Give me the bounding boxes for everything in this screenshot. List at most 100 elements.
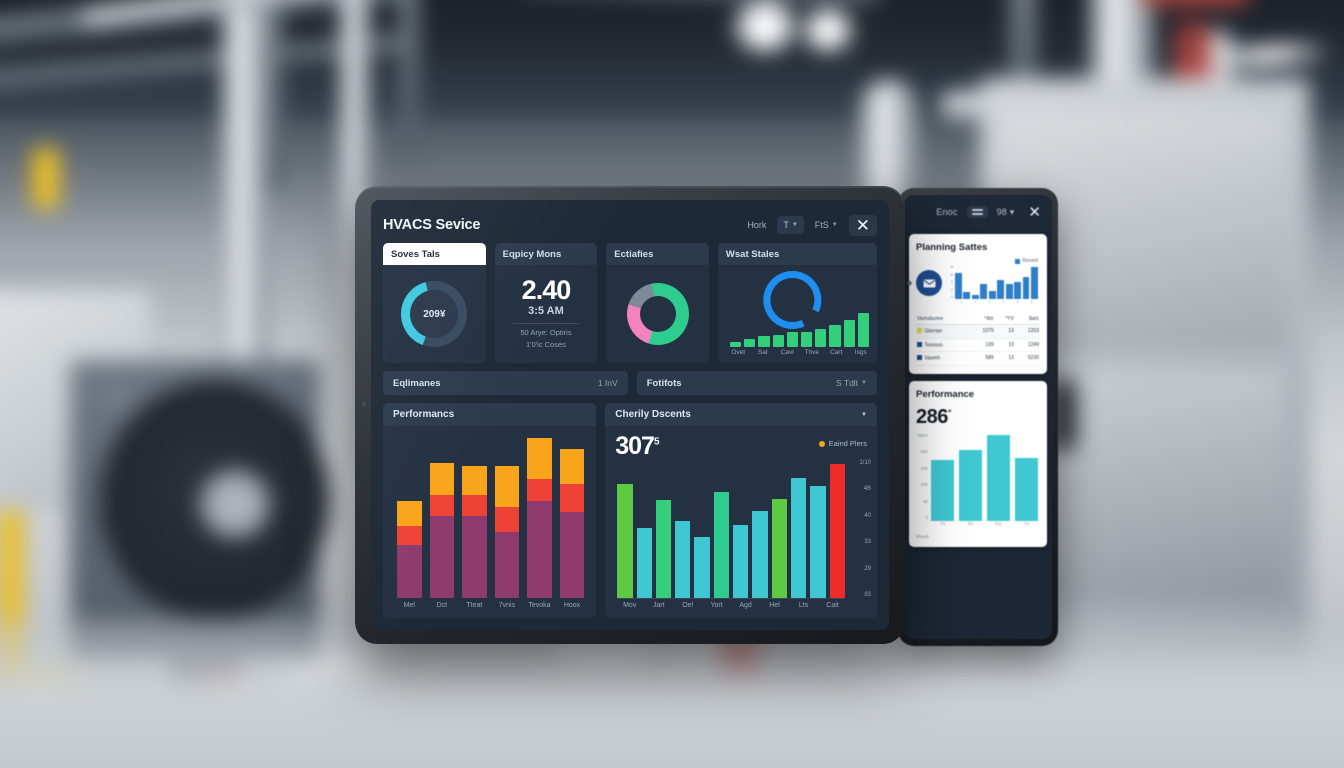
table-cell: 1079: [969, 324, 995, 339]
xtick: 511: [995, 520, 1002, 526]
kpi-card-eqpicy-mons[interactable]: Eqpicy Mons 2.40 3:5 AM 50 Arye: Optiris…: [494, 243, 598, 363]
bar: [800, 331, 813, 347]
xtick: 3: [988, 300, 991, 304]
toolbar-item-fts[interactable]: FtS ▼: [809, 216, 844, 234]
xtick: 4: [1002, 300, 1005, 304]
bar: [772, 335, 784, 347]
gauge-chart: 209¥: [401, 281, 468, 347]
bar: [857, 313, 869, 347]
planning-bullet-icon: ◆: [907, 280, 913, 287]
stacked-bar-column: [527, 438, 552, 598]
chart-header[interactable]: Cherily Dscents ▼: [605, 403, 877, 426]
value-unit: °: [947, 406, 952, 417]
section-bar-fotifots[interactable]: Fotifots S Tdlt ▼: [636, 371, 877, 395]
bar: [1022, 277, 1030, 299]
planning-card: Planning Sattes ◆: [907, 234, 1047, 374]
chart-title: Performancs: [393, 409, 455, 420]
table-cell: 13: [994, 324, 1015, 339]
bar: [655, 500, 672, 598]
divider: [513, 323, 579, 325]
ytick: 2: [951, 287, 953, 292]
table-row: Glernier 1079 13 1203: [916, 324, 1040, 339]
bar: [1014, 281, 1022, 299]
kpi-title: Ectiafies: [606, 243, 709, 265]
xtick: 2: [974, 300, 977, 304]
kpi-card-wsat-stales[interactable]: Wsat Stales Ovet Sat Cavl Thve Cart Isgs: [717, 243, 878, 363]
ytick: 83: [864, 591, 871, 598]
bar: [786, 332, 798, 347]
bar: [959, 450, 982, 521]
bar: [829, 324, 841, 347]
planning-chart-bars: [955, 267, 1038, 299]
ytick: 6: [951, 272, 953, 277]
table-cell: 5230: [1014, 351, 1040, 366]
toolbar-item-t[interactable]: T ▼: [777, 216, 804, 234]
xtick: 50: [968, 520, 973, 526]
bar: [987, 434, 1010, 521]
legend-swatch: [917, 328, 922, 333]
chart-row: Performancs Mel Dct Tteat 7vnis Tevoka Hoox C…: [383, 403, 877, 618]
progress-ring: [763, 271, 822, 329]
bar-segment: [494, 532, 520, 598]
bar: [1031, 267, 1038, 299]
kpi-card-saves-tals[interactable]: Soves Tals 209¥: [383, 243, 486, 363]
secondary-toolbar-label[interactable]: Enoc: [936, 207, 958, 217]
chevron-down-icon: ▾: [1009, 206, 1015, 217]
xtick: 7vnis: [498, 602, 516, 609]
stacked-bar-column: [462, 466, 487, 598]
bar-segment: [462, 494, 487, 517]
section-bar-eqlimanes[interactable]: Eqlimanes 1 InV: [383, 371, 628, 395]
table-cell: 1203: [1014, 324, 1040, 339]
ytick: 300: [920, 465, 928, 471]
kpi-title: Eqpicy Mons: [494, 243, 598, 265]
xtick: Thve: [804, 349, 819, 356]
xtick: Hel: [769, 602, 780, 609]
bar: [791, 477, 807, 598]
bar: [744, 338, 756, 347]
bar-segment: [559, 449, 585, 484]
secondary-performance-title: Performance: [916, 388, 975, 400]
bar: [636, 528, 652, 598]
secondary-toolbar: Enoc 98 ▾ ✕: [904, 195, 1052, 229]
bar: [675, 521, 691, 598]
xtick: Cavl: [780, 349, 794, 356]
toolbar-label: FtS: [814, 220, 829, 230]
xtick: Cait: [826, 602, 839, 609]
legend-label: Eaind Plers: [828, 439, 867, 448]
secondary-close-button[interactable]: ✕: [1028, 203, 1041, 221]
bar: [617, 483, 633, 598]
stacked-xaxis: Mel Dct Tteat 7vnis Tevoka Hoox: [397, 602, 584, 614]
secondary-toolbar-value-text: 98: [996, 206, 1007, 217]
toolbar-item-hork[interactable]: Hork: [741, 216, 772, 234]
secondary-performance-yaxis: 080V 660 300 300 60 0: [916, 433, 928, 521]
bar: [733, 525, 749, 598]
bar-segment: [462, 516, 487, 598]
bar-segment: [494, 507, 520, 533]
chevron-down-icon[interactable]: ▼: [861, 411, 867, 418]
chart-header[interactable]: Performancs: [383, 403, 597, 426]
bar-segment: [397, 500, 422, 526]
xtick: 6: [1030, 300, 1033, 304]
table-cell: 139: [969, 338, 995, 352]
secondary-performance-chart: 080V 660 300 300 60 0 73 50 511 74: [916, 433, 1040, 537]
kpi-subvalue: 3:5 AM: [528, 305, 564, 318]
xtick: Jart: [652, 602, 665, 609]
bar-segment: [429, 463, 455, 495]
bar: [829, 464, 845, 598]
bar-segment: [462, 466, 487, 495]
legend-dot-icon: [818, 440, 825, 447]
chevron-down-icon: ▼: [861, 380, 867, 386]
bar: [1005, 284, 1013, 299]
xtick: Dct: [436, 602, 448, 609]
xtick: Cart: [830, 349, 843, 356]
kpi-card-ectiafies[interactable]: Ectiafies: [606, 243, 709, 363]
stacked-bar-column: [397, 500, 422, 598]
hamburger-icon[interactable]: [966, 206, 988, 218]
close-button[interactable]: ✕: [848, 214, 877, 236]
secondary-toolbar-value[interactable]: 98 ▾: [992, 204, 1020, 221]
legend-label: Reveel: [1022, 258, 1038, 264]
kpi-meta-line-2: 1'0'ic Coses: [525, 340, 566, 349]
value-sup: 5: [653, 436, 659, 448]
bar: [729, 342, 742, 347]
section-bar-label: Fotifots: [646, 377, 682, 389]
